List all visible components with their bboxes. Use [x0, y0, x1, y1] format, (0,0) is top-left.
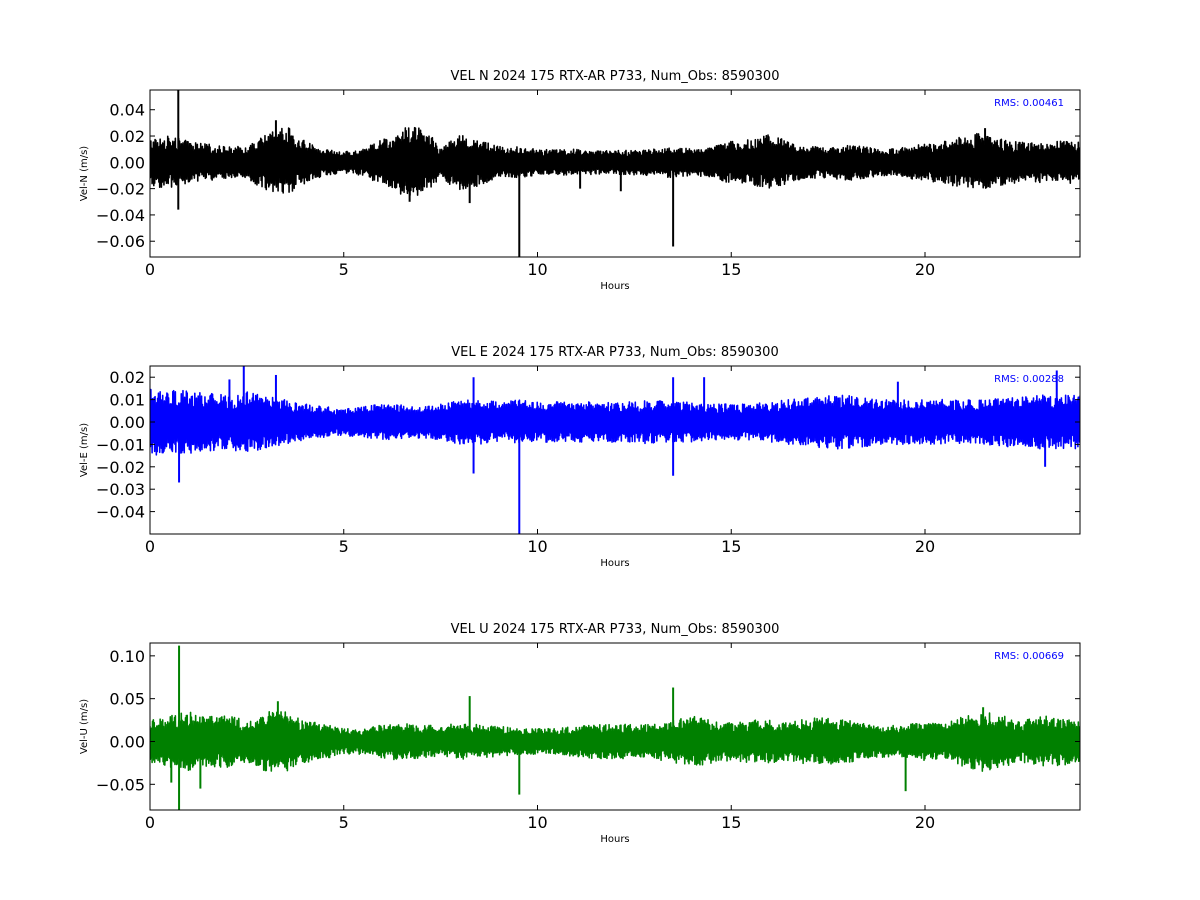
x-axis-label: Hours: [600, 558, 629, 569]
y-tick-label: 0.01: [109, 391, 145, 410]
x-tick-label: 10: [527, 537, 547, 556]
y-axis-label: Vel-N (m/s): [79, 146, 90, 201]
subplot-1: VEL N 2024 175 RTX-AR P733, Num_Obs: 859…: [79, 69, 1081, 292]
y-axis-label: Vel-U (m/s): [79, 699, 90, 754]
x-tick-label: 0: [145, 813, 155, 832]
y-tick-label: −0.02: [96, 458, 145, 477]
x-tick-label: 15: [721, 260, 741, 279]
x-tick-label: 15: [721, 537, 741, 556]
x-tick-label: 0: [145, 537, 155, 556]
chart-title: VEL N 2024 175 RTX-AR P733, Num_Obs: 859…: [451, 69, 780, 84]
y-tick-label: −0.01: [96, 435, 145, 454]
axes-frame: [149, 642, 1081, 811]
subplot-3: VEL U 2024 175 RTX-AR P733, Num_Obs: 859…: [79, 622, 1081, 845]
y-tick-label: −0.05: [96, 775, 145, 794]
x-tick-label: 5: [339, 813, 349, 832]
x-tick-label: 10: [527, 260, 547, 279]
chart-title: VEL E 2024 175 RTX-AR P733, Num_Obs: 859…: [451, 345, 778, 360]
plot-area: [150, 366, 1080, 534]
y-tick-label: 0.05: [109, 690, 145, 709]
x-tick-label: 20: [915, 813, 935, 832]
y-tick-label: 0.10: [109, 647, 145, 666]
data-series-line: [150, 126, 1080, 196]
y-tick-label: −0.03: [96, 480, 145, 499]
x-axis-label: Hours: [600, 834, 629, 845]
rms-annotation: RMS: 0.00461: [994, 98, 1064, 109]
plot-area: [150, 645, 1080, 810]
axes-frame: [149, 365, 1081, 535]
plot-area: [150, 90, 1080, 257]
x-tick-label: 15: [721, 813, 741, 832]
y-tick-label: −0.02: [96, 180, 145, 199]
y-axis-label: Vel-E (m/s): [79, 423, 90, 477]
subplot-2: VEL E 2024 175 RTX-AR P733, Num_Obs: 859…: [79, 345, 1081, 569]
y-tick-label: 0.00: [109, 413, 145, 432]
rms-annotation: RMS: 0.00669: [994, 651, 1064, 662]
rms-annotation: RMS: 0.00288: [994, 374, 1064, 385]
data-series-line: [150, 388, 1080, 456]
x-axis-label: Hours: [600, 281, 629, 292]
y-tick-label: −0.04: [96, 503, 145, 522]
axes-frame: [149, 89, 1081, 258]
y-tick-label: −0.06: [96, 232, 145, 251]
x-tick-label: 10: [527, 813, 547, 832]
chart-title: VEL U 2024 175 RTX-AR P733, Num_Obs: 859…: [451, 622, 780, 637]
y-tick-label: 0.02: [109, 127, 145, 146]
y-tick-label: 0.02: [109, 368, 145, 387]
x-tick-label: 20: [915, 260, 935, 279]
y-tick-label: 0.00: [109, 732, 145, 751]
y-tick-label: 0.04: [109, 101, 145, 120]
x-tick-label: 5: [339, 537, 349, 556]
subplot-panels: VEL N 2024 175 RTX-AR P733, Num_Obs: 859…: [79, 69, 1081, 845]
x-tick-label: 20: [915, 537, 935, 556]
y-tick-label: 0.00: [109, 153, 145, 172]
y-tick-label: −0.04: [96, 206, 145, 225]
x-tick-label: 5: [339, 260, 349, 279]
data-series-line: [150, 710, 1080, 772]
x-tick-label: 0: [145, 260, 155, 279]
